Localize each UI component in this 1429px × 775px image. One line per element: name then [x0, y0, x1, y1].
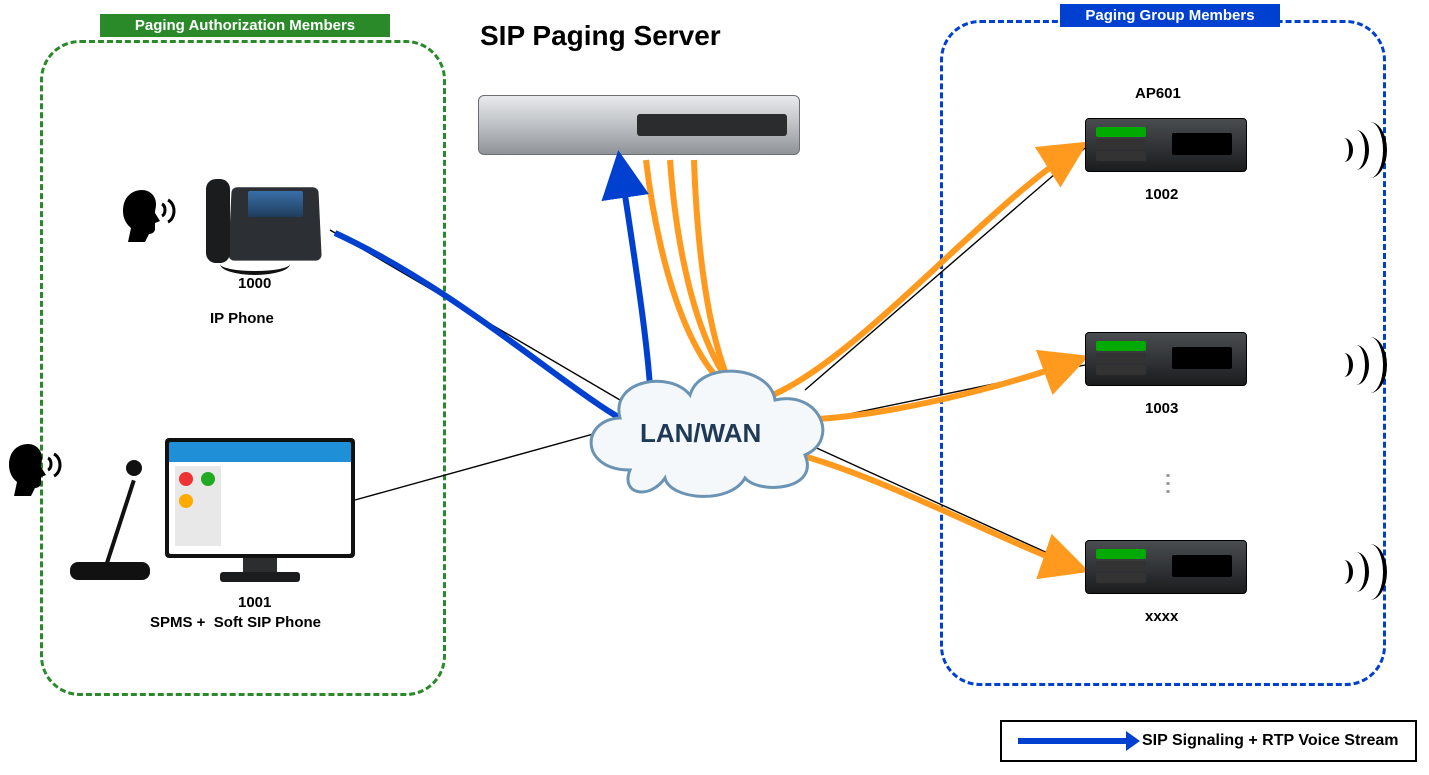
phone-name-label: IP Phone: [210, 310, 274, 327]
legend-arrow-icon: [1018, 738, 1128, 744]
legend-text: SIP Signaling + RTP Voice Stream: [1142, 732, 1399, 750]
page-title: SIP Paging Server: [480, 20, 721, 52]
phone-ext-label: 1000: [238, 275, 271, 292]
auth-members-label: Paging Authorization Members: [100, 14, 390, 37]
cloud-label: LAN/WAN: [640, 418, 761, 449]
gateway-icon: [1085, 332, 1247, 386]
gateway-icon: [1085, 540, 1247, 594]
gateway-model-label: AP601: [1135, 85, 1181, 102]
monitor-icon: [165, 438, 355, 588]
diagram-stage: Paging Authorization Members Paging Grou…: [0, 0, 1429, 775]
spms-name-label: SPMS + Soft SIP Phone: [150, 614, 321, 631]
desk-mic-icon: [70, 460, 150, 580]
group-members-label: Paging Group Members: [1060, 4, 1280, 27]
talking-head-icon: [120, 186, 180, 242]
talking-head-icon: [6, 440, 66, 496]
gateway-ext-label: xxxx: [1145, 608, 1178, 625]
legend: SIP Signaling + RTP Voice Stream: [1000, 720, 1417, 762]
ellipsis-icon: ⋯: [1154, 472, 1183, 498]
gateway-ext-label: 1003: [1145, 400, 1178, 417]
gateway-ext-label: 1002: [1145, 186, 1178, 203]
sound-waves-icon: [1335, 542, 1385, 602]
gateway-icon: [1085, 118, 1247, 172]
sip-server-icon: [478, 95, 800, 155]
sound-waves-icon: [1335, 335, 1385, 395]
ip-phone-icon: [200, 175, 330, 275]
sound-waves-icon: [1335, 120, 1385, 180]
spms-ext-label: 1001: [238, 594, 271, 611]
